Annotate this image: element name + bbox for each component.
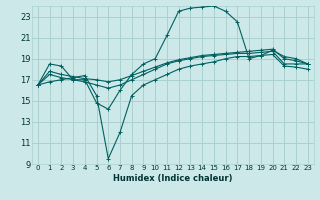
X-axis label: Humidex (Indice chaleur): Humidex (Indice chaleur) [113, 174, 233, 183]
